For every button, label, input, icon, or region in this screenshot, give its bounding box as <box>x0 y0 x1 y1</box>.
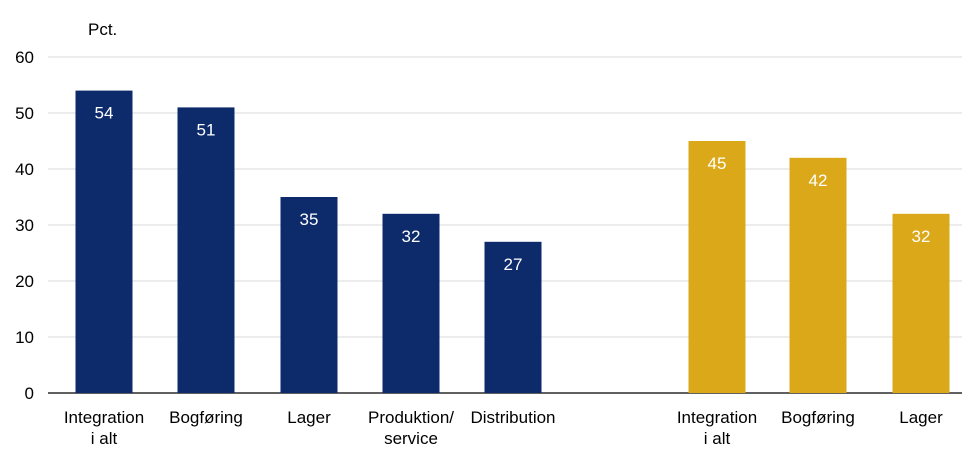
y-axis-ticks: 0 10 20 30 40 50 60 <box>15 48 34 403</box>
x-category-label: Integration <box>677 408 757 427</box>
bar-value-label: 54 <box>95 104 114 123</box>
y-axis-unit-label: Pct. <box>88 20 117 39</box>
bar-value-label: 32 <box>402 227 421 246</box>
bar <box>178 107 235 393</box>
bar-value-label: 45 <box>708 154 727 173</box>
y-tick-label: 10 <box>15 328 34 347</box>
y-tick-label: 60 <box>15 48 34 67</box>
x-category-label: i alt <box>704 429 731 448</box>
bar-value-label: 27 <box>504 255 523 274</box>
y-tick-label: 50 <box>15 104 34 123</box>
x-axis-labels: Integration i alt Bogføring Lager Produktion… <box>64 408 943 448</box>
bar-value-label: 35 <box>300 210 319 229</box>
bar-value-label: 32 <box>912 227 931 246</box>
bar <box>76 91 133 393</box>
y-tick-label: 30 <box>15 216 34 235</box>
x-category-label: i alt <box>91 429 118 448</box>
y-tick-label: 40 <box>15 160 34 179</box>
x-category-label: Distribution <box>470 408 555 427</box>
y-tick-label: 0 <box>25 384 34 403</box>
bar <box>790 158 847 393</box>
x-category-label: Produktion/ <box>368 408 454 427</box>
x-category-label: service <box>384 429 438 448</box>
bar <box>689 141 746 393</box>
x-category-label: Lager <box>287 408 331 427</box>
bars: 54 51 35 32 27 45 42 32 <box>76 91 950 393</box>
x-category-label: Bogføring <box>781 408 855 427</box>
x-category-label: Integration <box>64 408 144 427</box>
bar-value-label: 51 <box>197 120 216 139</box>
y-tick-label: 20 <box>15 272 34 291</box>
x-category-label: Lager <box>899 408 943 427</box>
bar-value-label: 42 <box>809 171 828 190</box>
x-category-label: Bogføring <box>169 408 243 427</box>
